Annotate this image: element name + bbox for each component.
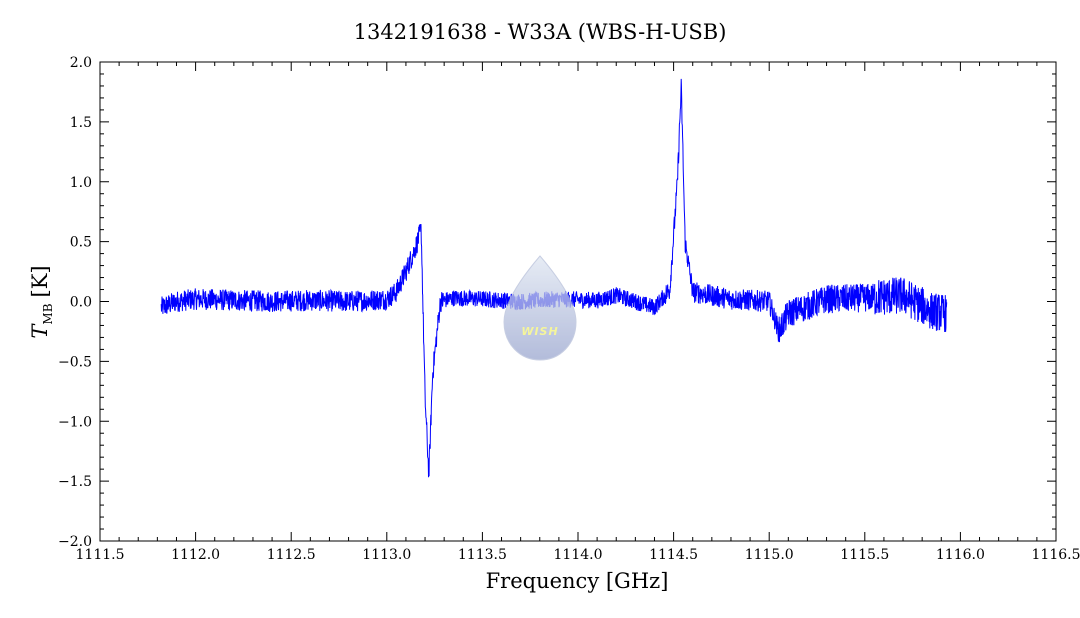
x-tick-label: 1113.5 xyxy=(458,547,507,563)
x-tick-label: 1116.0 xyxy=(936,547,985,563)
y-tick-label: −1.0 xyxy=(58,414,92,430)
x-tick-label: 1115.0 xyxy=(745,547,794,563)
y-axis-title-unit: [K] xyxy=(28,265,52,297)
x-tick-label: 1114.5 xyxy=(649,547,698,563)
x-axis-tick-labels: 1111.5 1112.0 1112.5 1113.0 1113.5 1114.0 1114… xyxy=(76,547,1080,563)
y-tick-label: −2.0 xyxy=(58,534,92,550)
y-axis-title-main: T xyxy=(28,323,52,339)
y-tick-label: 1.0 xyxy=(70,175,92,191)
x-tick-label: 1111.5 xyxy=(76,547,125,563)
x-tick-label: 1114.0 xyxy=(554,547,603,563)
y-tick-label: −0.5 xyxy=(58,354,92,370)
y-tick-label: −1.5 xyxy=(58,474,92,490)
x-axis-ticks xyxy=(99,62,1057,541)
x-tick-label: 1113.0 xyxy=(362,547,411,563)
y-axis-tick-labels: 2.0 1.5 1.0 0.5 0.0 −0.5 −1.0 −1.5 −2.0 xyxy=(58,55,92,550)
x-tick-label: 1116.5 xyxy=(1032,547,1080,563)
x-tick-label: 1115.5 xyxy=(840,547,889,563)
chart-title: 1342191638 - W33A (WBS-H-USB) xyxy=(354,20,727,44)
plot-frame xyxy=(99,61,1057,542)
watermark-text: WISH xyxy=(521,325,558,338)
x-tick-label: 1112.5 xyxy=(267,547,316,563)
x-tick-label: 1112.0 xyxy=(171,547,220,563)
y-axis-title: TMB [K] xyxy=(28,265,55,338)
y-tick-label: 0.5 xyxy=(70,235,92,251)
x-axis-title: Frequency [GHz] xyxy=(486,569,669,593)
y-tick-label: 2.0 xyxy=(70,55,92,71)
y-axis-title-sub: MB xyxy=(41,303,55,324)
wish-watermark: WISH xyxy=(503,255,577,361)
y-tick-label: 0.0 xyxy=(70,295,92,311)
y-tick-label: 1.5 xyxy=(70,115,92,131)
